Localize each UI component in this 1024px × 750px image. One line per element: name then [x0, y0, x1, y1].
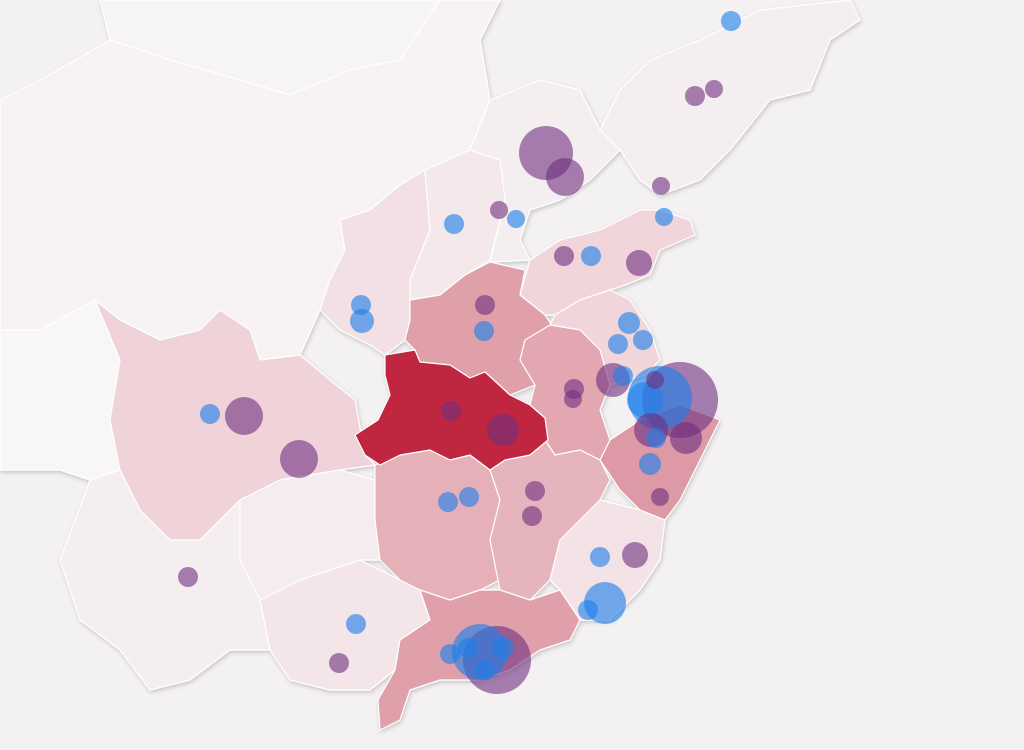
bubble [178, 567, 198, 587]
bubble [329, 653, 349, 673]
bubble [581, 246, 601, 266]
bubble [590, 547, 610, 567]
bubble [200, 404, 220, 424]
bubble [438, 492, 458, 512]
bubble [685, 86, 705, 106]
bubble [646, 371, 664, 389]
bubble [622, 542, 648, 568]
bubble [626, 250, 652, 276]
bubble [280, 440, 318, 478]
bubble [507, 210, 525, 228]
bubble [651, 488, 669, 506]
bubble [441, 401, 461, 421]
bubble [652, 177, 670, 195]
bubble [639, 453, 661, 475]
bubble [458, 638, 478, 658]
bubble [627, 382, 663, 418]
bubble [346, 614, 366, 634]
bubble [459, 487, 479, 507]
bubble [350, 309, 374, 333]
bubble [444, 214, 464, 234]
bubble [225, 397, 263, 435]
bubble [721, 11, 741, 31]
bubbles [178, 11, 741, 694]
bubble [475, 295, 495, 315]
bubble [487, 414, 519, 446]
bubble [546, 158, 584, 196]
bubble [655, 208, 673, 226]
bubble [613, 366, 633, 386]
province [599, 0, 861, 196]
bubble [705, 80, 723, 98]
bubble [554, 246, 574, 266]
bubble [474, 321, 494, 341]
bubble [492, 637, 514, 659]
bubble [633, 330, 653, 350]
bubble [578, 600, 598, 620]
bubble [618, 312, 640, 334]
bubble [475, 660, 495, 680]
bubble [525, 481, 545, 501]
bubble [490, 201, 508, 219]
bubble [522, 506, 542, 526]
bubble [440, 644, 460, 664]
bubble [646, 428, 666, 448]
bubble [670, 422, 702, 454]
bubble [608, 334, 628, 354]
bubble [564, 390, 582, 408]
